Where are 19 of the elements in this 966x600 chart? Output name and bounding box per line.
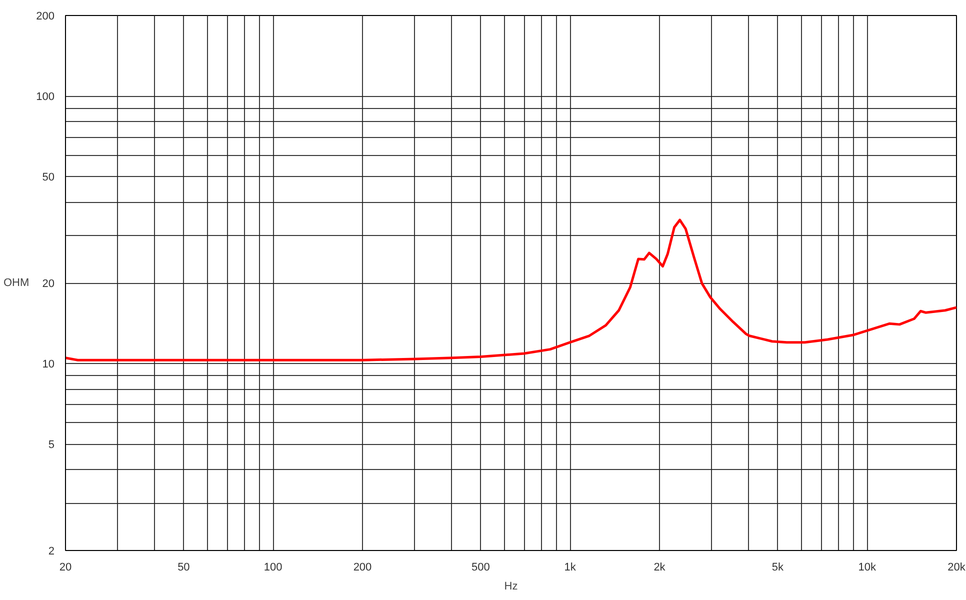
x-tick-label: 50 <box>178 562 190 574</box>
x-tick-label: 10k <box>858 562 876 574</box>
y-tick-label: 50 <box>42 172 55 184</box>
x-tick-label: 20 <box>59 562 72 574</box>
y-tick-label: 200 <box>36 10 55 22</box>
y-tick-label: 20 <box>42 278 55 290</box>
y-tick-label: 10 <box>42 358 55 371</box>
x-tick-label: 100 <box>264 562 282 574</box>
y-tick-label: 5 <box>48 439 55 452</box>
y-axis-title: OHM <box>3 277 30 289</box>
x-tick-label: 20k <box>948 562 966 574</box>
y-tick-label: 2 <box>48 546 55 558</box>
x-tick-label: 5k <box>772 562 784 574</box>
x-tick-label: 200 <box>353 562 372 574</box>
x-axis-title: Hz <box>504 580 518 592</box>
x-tick-label: 2k <box>654 562 666 574</box>
x-tick-label: 1k <box>564 562 576 574</box>
y-tick-label: 100 <box>36 91 55 104</box>
x-tick-label: 500 <box>472 562 490 574</box>
